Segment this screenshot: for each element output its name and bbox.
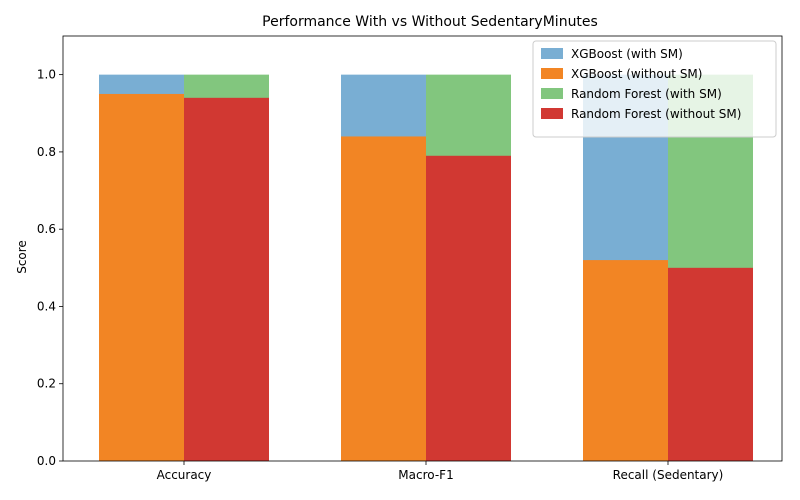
y-axis-label: Score xyxy=(15,240,29,274)
bar-random-forest-without-sm-macro-f1 xyxy=(426,155,511,462)
legend-label: Random Forest (with SM) xyxy=(571,87,722,101)
axes-group: 0.0 0.2 0.4 0.6 0.8 1.0 Accuracy Macro-F1 Recall… xyxy=(37,35,783,482)
y-tick-label: 1.0 xyxy=(37,68,56,82)
legend-label: Random Forest (without SM) xyxy=(571,107,741,121)
x-tick-label: Recall (Sedentary) xyxy=(613,468,724,482)
legend-swatch xyxy=(541,68,563,79)
x-tick-label: Accuracy xyxy=(157,468,212,482)
legend-swatch xyxy=(541,108,563,119)
legend-swatch xyxy=(541,48,563,59)
bar-xgboost-without-sm-accuracy xyxy=(99,93,184,462)
plot-frame xyxy=(62,35,783,462)
bar-xgboost-without-sm-recall-sedentary xyxy=(583,260,668,461)
bar-random-forest-without-sm-recall-sedentary xyxy=(668,267,753,461)
bar-xgboost-without-sm-macro-f1 xyxy=(341,136,426,462)
legend-box xyxy=(532,40,777,138)
y-tick-label: 0.8 xyxy=(37,145,56,159)
legend-label: XGBoost (with SM) xyxy=(571,47,683,61)
legend-label: XGBoost (without SM) xyxy=(571,67,702,81)
chart-title: Performance With vs Without SedentaryMin… xyxy=(262,14,598,30)
bars-group xyxy=(99,74,753,462)
x-tick-label: Macro-F1 xyxy=(398,468,453,482)
legend-swatch xyxy=(541,88,563,99)
y-tick-label: 0.0 xyxy=(37,454,56,468)
y-tick-label: 0.2 xyxy=(37,377,56,391)
y-tick-label: 0.6 xyxy=(37,222,56,236)
bar-random-forest-without-sm-accuracy xyxy=(184,97,269,462)
y-tick-label: 0.4 xyxy=(37,299,56,313)
legend: XGBoost (with SM) XGBoost (without SM) Ran… xyxy=(532,40,777,138)
